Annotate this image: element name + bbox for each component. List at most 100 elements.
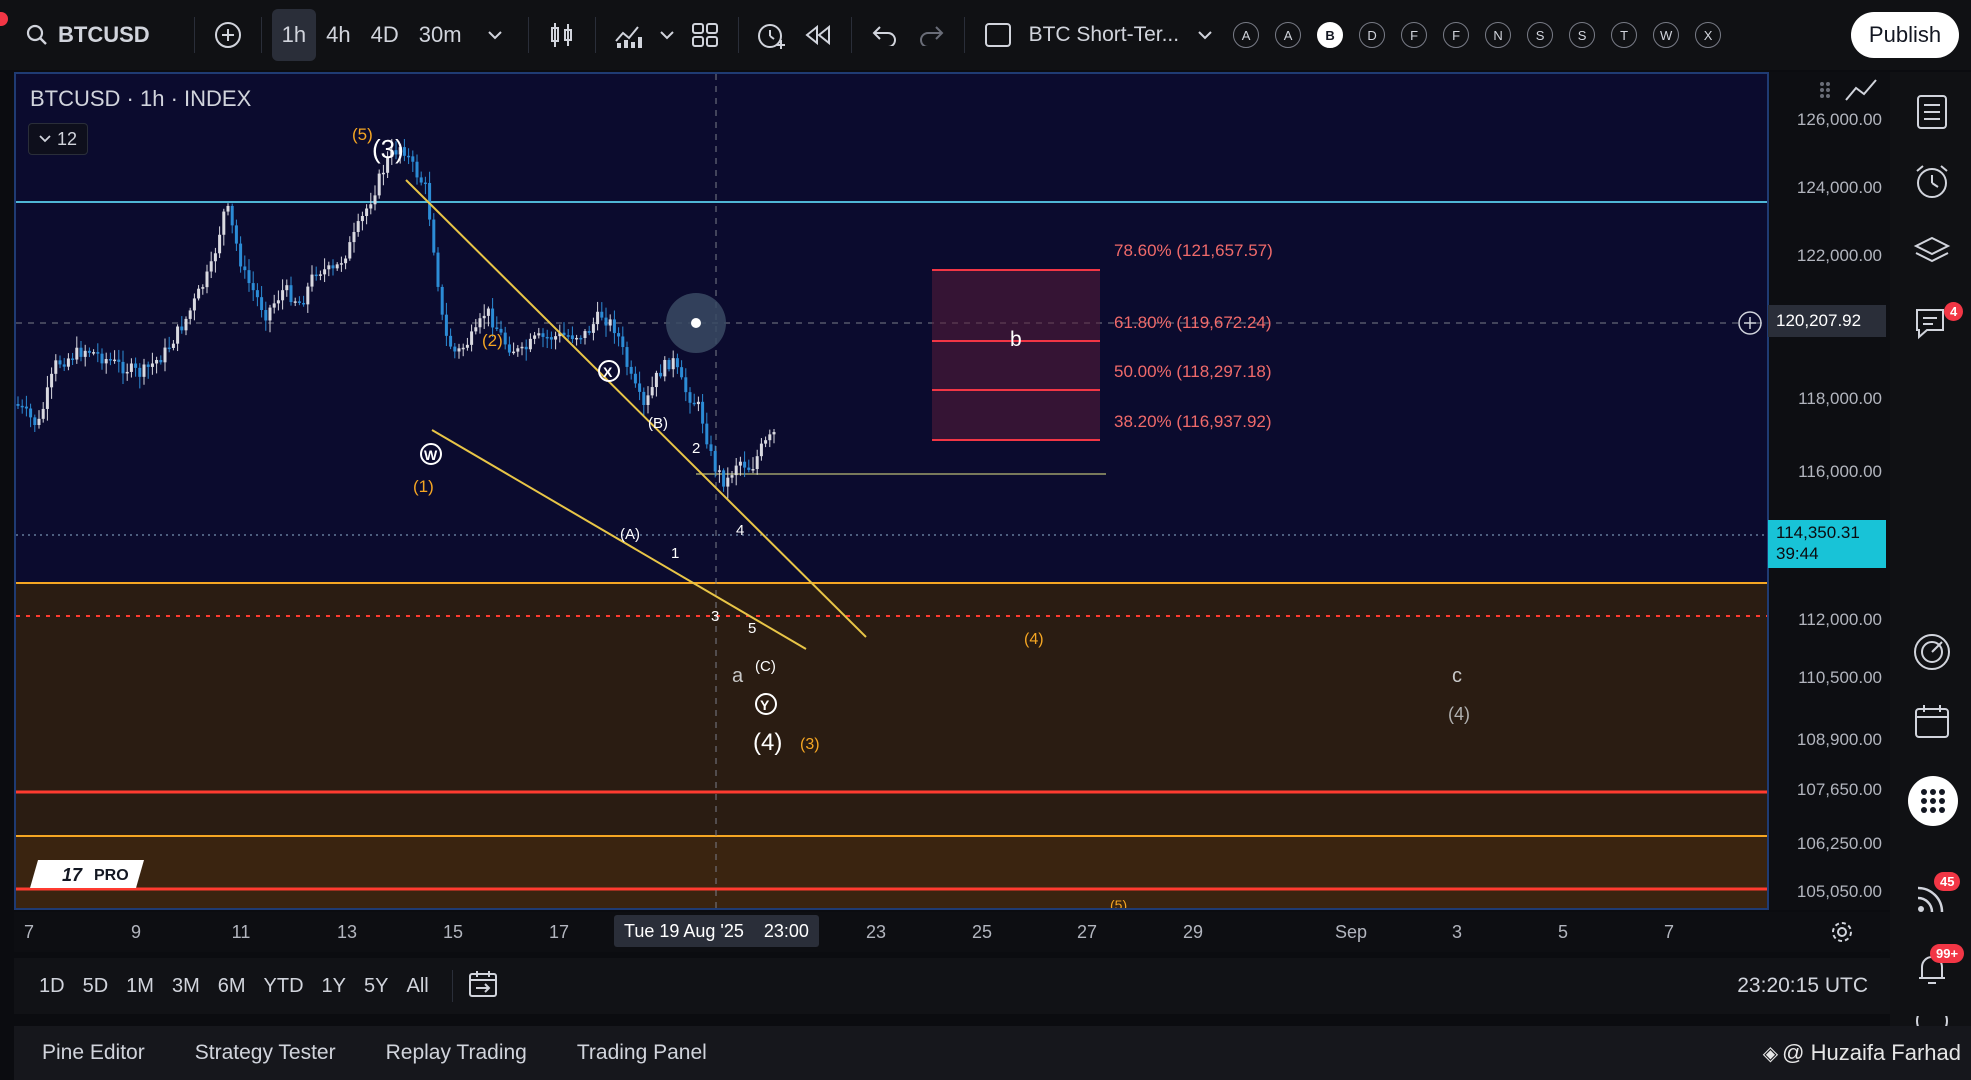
range-1M[interactable]: 1M <box>126 974 154 997</box>
letter-toggle-selected[interactable]: B <box>1317 22 1344 48</box>
chats-button[interactable] <box>1912 304 1952 344</box>
candle-body <box>621 336 625 348</box>
interval-dropdown[interactable] <box>472 9 518 61</box>
time-label: Sep <box>1334 922 1368 942</box>
candle-body <box>394 150 398 155</box>
chart-pane[interactable]: (5) (3) (2) W (1) X (B) 2 (A) 1 4 3 5 (C… <box>14 72 1769 910</box>
tab-pine-editor[interactable]: Pine Editor <box>42 1041 145 1064</box>
indicator-count: 12 <box>56 128 78 149</box>
range-6M[interactable]: 6M <box>217 974 246 997</box>
letter-toggle[interactable]: N <box>1485 22 1512 48</box>
interval-30m[interactable]: 30m <box>418 22 462 47</box>
interval-1h[interactable]: 1h <box>271 9 317 61</box>
undo-button[interactable] <box>862 9 908 61</box>
candle-body <box>583 331 587 339</box>
candle-body <box>58 360 62 365</box>
indicator-legend-toggle[interactable]: 12 <box>28 123 88 155</box>
calendar-button[interactable] <box>1912 702 1952 742</box>
range-3M[interactable]: 3M <box>171 974 200 997</box>
candle-body <box>507 344 511 353</box>
fib-box-label: b <box>1010 328 1022 351</box>
wave-label: (A) <box>620 526 640 543</box>
tab-replay-trading[interactable]: Replay Trading <box>385 1041 527 1064</box>
range-5D[interactable]: 5D <box>82 974 109 997</box>
letter-toggle[interactable]: S <box>1569 22 1596 48</box>
chart-canvas[interactable]: (5) (3) (2) W (1) X (B) 2 (A) 1 4 3 5 (C… <box>16 74 1769 910</box>
candle-body <box>625 347 629 367</box>
candle-body <box>121 361 125 374</box>
wave-label: (4) <box>753 729 782 756</box>
layout-dropdown[interactable] <box>1187 9 1223 61</box>
gear-icon <box>1832 922 1852 942</box>
candle-body <box>512 351 516 354</box>
time-label: 27 <box>1076 922 1098 942</box>
chart-type-button[interactable] <box>539 9 585 61</box>
indicators-dropdown[interactable] <box>652 9 682 61</box>
redo-button[interactable] <box>908 9 954 61</box>
letter-toggle[interactable]: F <box>1401 22 1428 48</box>
top-toolbar: BTCUSD 1h 4h 4D 30m BTC Short-Ter... <box>0 0 1971 70</box>
range-1D[interactable]: 1D <box>39 974 65 997</box>
letter-toggle[interactable]: T <box>1611 22 1638 48</box>
letter-toggle[interactable]: A <box>1275 22 1302 48</box>
alert-button[interactable] <box>749 9 795 61</box>
divider <box>850 17 852 53</box>
range-YTD[interactable]: YTD <box>263 974 304 997</box>
alerts-button[interactable] <box>1912 162 1952 202</box>
utc-clock[interactable]: 23:20:15 UTC <box>1737 974 1868 997</box>
symbol-search-button[interactable]: BTCUSD <box>26 9 150 61</box>
templates-button[interactable] <box>682 9 728 61</box>
candle-body <box>436 252 440 287</box>
replay-button[interactable] <box>795 9 841 61</box>
candle-body <box>541 333 545 337</box>
axis-settings-button[interactable] <box>1830 920 1854 949</box>
range-1Y[interactable]: 1Y <box>321 974 347 997</box>
candle-body <box>537 333 541 336</box>
products-button[interactable] <box>1908 776 1958 826</box>
range-5Y[interactable]: 5Y <box>364 974 389 997</box>
range-All[interactable]: All <box>406 974 429 997</box>
candle-body <box>499 328 503 333</box>
letter-toggle[interactable]: S <box>1527 22 1554 48</box>
indicators-button[interactable] <box>606 9 652 61</box>
candle-body <box>491 308 495 328</box>
wave-label: 4 <box>736 522 744 539</box>
letter-toggle[interactable]: W <box>1653 22 1680 48</box>
candle-body <box>617 333 621 337</box>
object-tree-button[interactable] <box>1912 232 1952 272</box>
candle-body <box>66 358 70 367</box>
layout-select-button[interactable] <box>975 9 1021 61</box>
current-price: 114,350.31 <box>1776 523 1860 542</box>
candle-body <box>113 359 117 362</box>
tab-trading-panel[interactable]: Trading Panel <box>576 1041 707 1064</box>
go-to-date-button[interactable] <box>467 969 499 1004</box>
watchlist-button[interactable] <box>1912 92 1952 132</box>
interval-4h[interactable]: 4h <box>326 22 351 47</box>
candle-body <box>675 358 679 368</box>
ideas-button[interactable] <box>1912 632 1952 672</box>
candle-body <box>516 348 520 352</box>
drag-handle-icon[interactable] <box>1816 74 1886 104</box>
time-axis[interactable]: 7 9 11 13 15 17 Tue 19 Aug '25 23:00 23 … <box>14 912 1890 952</box>
publish-button[interactable]: Publish <box>1851 12 1959 58</box>
add-alert-crosshair-icon[interactable] <box>1738 311 1762 335</box>
interval-4D[interactable]: 4D <box>370 22 399 47</box>
candle-body <box>134 363 138 368</box>
letter-toggle[interactable]: X <box>1695 22 1722 48</box>
letter-toggle[interactable]: A <box>1233 22 1260 48</box>
wave-label: (1) <box>413 477 434 496</box>
help-button[interactable] <box>1912 1016 1952 1026</box>
streams-button[interactable] <box>1912 878 1952 918</box>
letter-toggle[interactable]: F <box>1443 22 1470 48</box>
tab-strategy-tester[interactable]: Strategy Tester <box>194 1041 336 1064</box>
price-axis[interactable]: 126,000.00 124,000.00 122,000.00 118,000… <box>1770 72 1890 910</box>
candle-body <box>575 337 579 340</box>
svg-text:PRO: PRO <box>94 867 129 884</box>
candle-body <box>398 147 402 155</box>
candle-body <box>306 286 310 305</box>
candle-body <box>142 364 146 377</box>
layout-name[interactable]: BTC Short-Ter... <box>1028 23 1180 46</box>
letter-toggle[interactable]: D <box>1359 22 1386 48</box>
price-label: 106,250.00 <box>1796 834 1882 853</box>
compare-symbol-button[interactable] <box>205 9 251 61</box>
